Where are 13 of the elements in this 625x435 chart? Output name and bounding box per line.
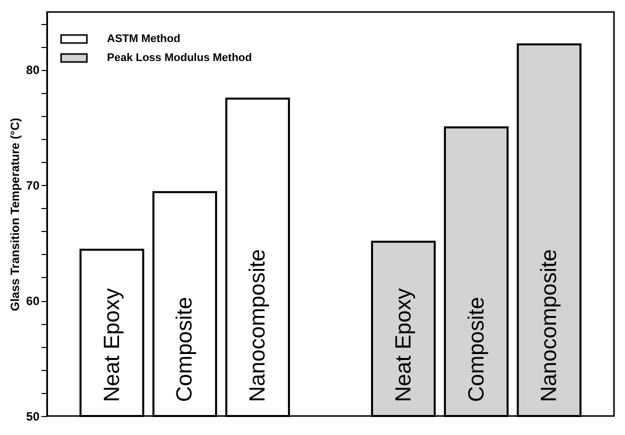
x-tick-label: Composite xyxy=(172,296,197,402)
x-tick-label: Nanocomposite xyxy=(536,249,562,402)
x-tick-label: Nanocomposite xyxy=(244,249,270,402)
y-axis-title: Glass Transition Temperature (°C) xyxy=(8,118,22,312)
y-tick-label: 70 xyxy=(26,178,40,193)
legend-label: ASTM Method xyxy=(107,33,180,45)
y-tick-label: 50 xyxy=(26,410,40,424)
y-tick-label: 60 xyxy=(26,294,40,308)
x-tick-label: Composite xyxy=(463,296,488,402)
legend-label: Peak Loss Modulus Method xyxy=(107,52,252,64)
x-tick-label: Neat Epoxy xyxy=(390,288,416,402)
y-tick-label: 80 xyxy=(26,63,40,78)
x-tick-label: Neat Epoxy xyxy=(98,288,124,402)
